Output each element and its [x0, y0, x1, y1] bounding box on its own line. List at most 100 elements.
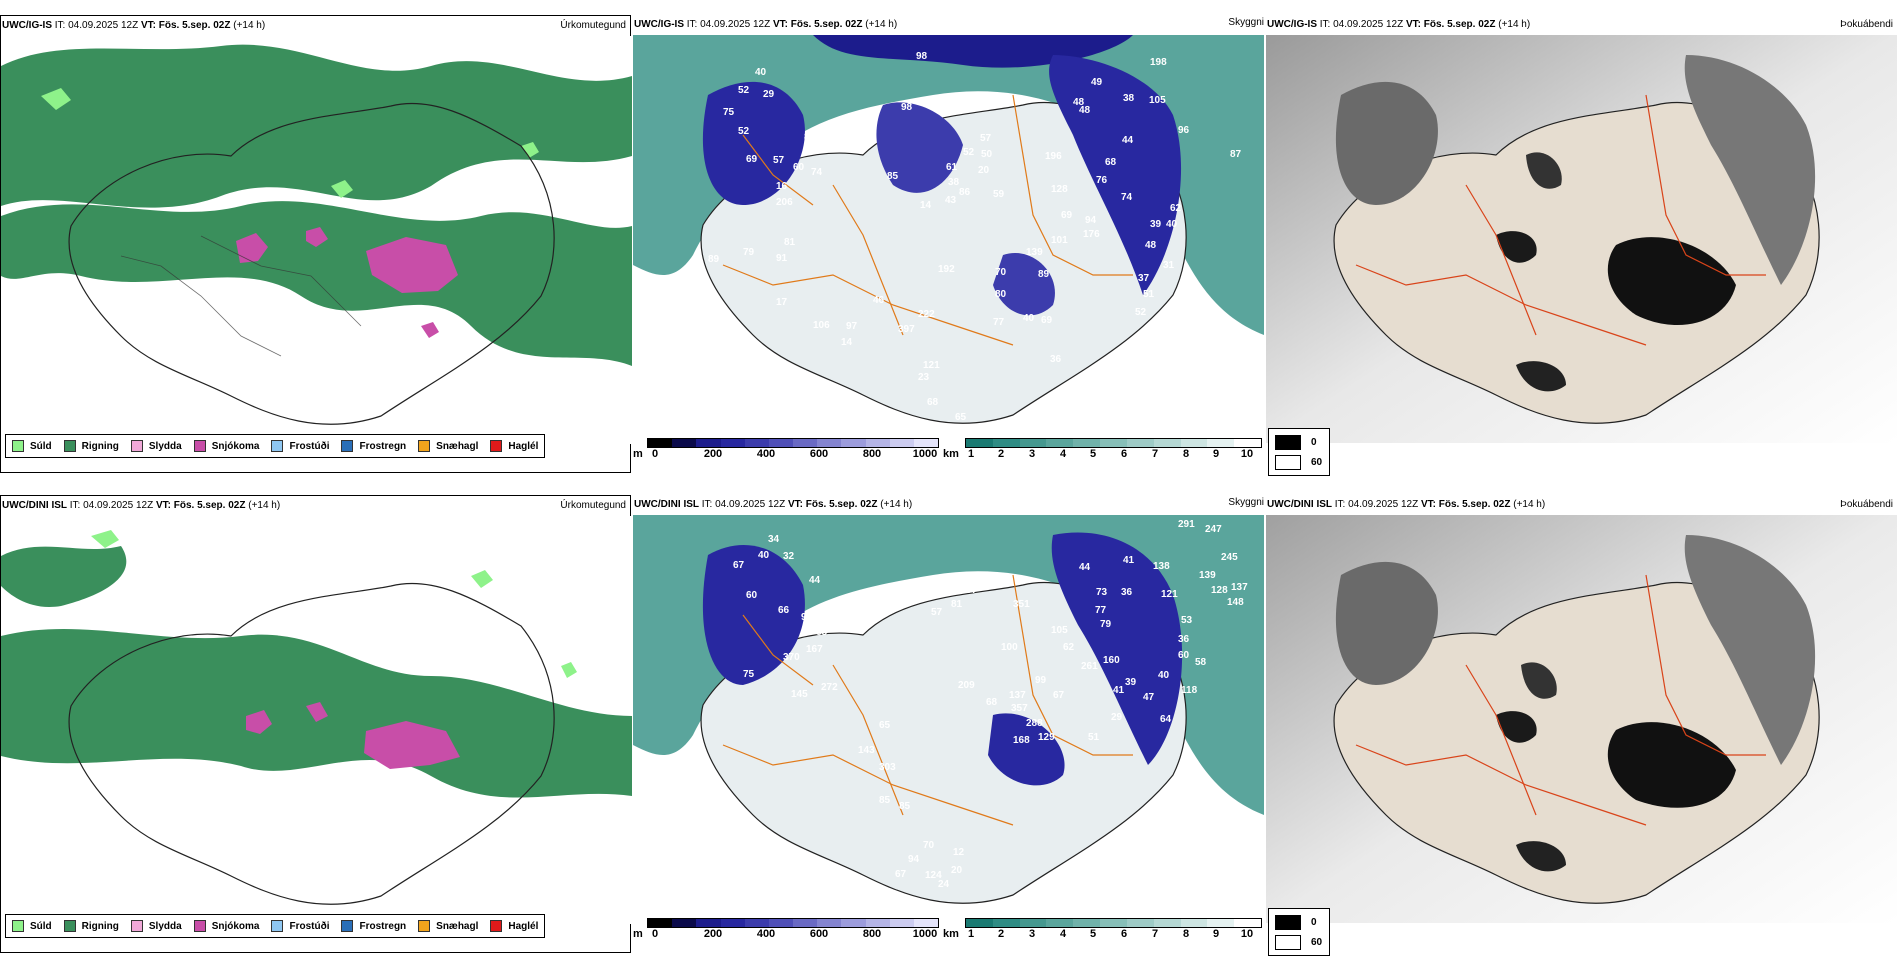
vis-color-step — [1153, 919, 1181, 927]
elev-label: 88 — [816, 627, 828, 638]
vt-label: VT: — [155, 500, 171, 511]
lead-time: (+14 h) — [1513, 499, 1546, 510]
elev-label: 105 — [1149, 95, 1166, 106]
elev-label: 94 — [908, 854, 920, 865]
fog-legend-item: 0 — [1275, 915, 1317, 930]
elev-label: 68 — [986, 697, 998, 708]
elev-label: 20 — [978, 165, 990, 176]
vis-tick: 4 — [1059, 448, 1067, 460]
fog-swatch — [1275, 435, 1301, 450]
elev-label: 167 — [806, 644, 823, 655]
elev-label: 69 — [1061, 210, 1073, 221]
vis-color-step — [1153, 439, 1181, 447]
legend-label: Rigning — [81, 920, 119, 932]
legend-item: Snæhagl — [418, 440, 478, 452]
elev-color-step — [817, 439, 842, 447]
vt-label: VT: — [140, 20, 156, 31]
elev-label: 89 — [1038, 269, 1050, 280]
elev-label: 85 — [887, 171, 899, 182]
elev-label: 52 — [1135, 307, 1147, 318]
precip-legend: Súld Rigning Slydda Snjókoma Frostúði Fr… — [5, 914, 546, 938]
legend-label: Frostúði — [289, 920, 330, 932]
vt-value: Fös. 5.sep. 02Z — [1423, 19, 1496, 30]
vis-unit: km — [943, 928, 959, 940]
legend-label: Frostregn — [359, 440, 407, 452]
vis-tick: 3 — [1028, 448, 1036, 460]
legend-item: Frostúði — [271, 920, 329, 932]
legend-item: Frostregn — [341, 920, 406, 932]
visibility-colorbar: km 1 2 3 4 5 6 7 8 9 10 — [943, 918, 1263, 944]
elev-label: 121 — [1161, 589, 1178, 600]
legend-item: Snjókoma — [193, 440, 259, 452]
vis-tick: 1 — [967, 448, 975, 460]
elev-label: 51 — [1088, 732, 1100, 743]
panel-title: Skyggni — [1228, 497, 1264, 508]
elev-label: 24 — [938, 879, 950, 890]
elev-label: 51 — [1143, 289, 1155, 300]
elev-label: 247 — [1205, 524, 1222, 535]
elev-color-step — [793, 919, 818, 927]
elev-label: 77 — [993, 317, 1005, 328]
lead-time: (+14 h) — [248, 500, 281, 511]
elev-tick: 800 — [862, 448, 882, 460]
elev-color-step — [648, 919, 673, 927]
elev-label: 91 — [776, 253, 788, 264]
elev-color-step — [672, 439, 697, 447]
swatch-frostregn — [341, 920, 354, 932]
vis-tick: 8 — [1182, 448, 1190, 460]
elev-label: 261 — [1081, 661, 1098, 672]
legend-label: Frostúði — [289, 440, 330, 452]
elev-label: 192 — [938, 264, 955, 275]
panel-header: UWC/IG-IS IT: 04.09.2025 12Z VT: Fös. 5.… — [2, 20, 265, 31]
elev-label: 67 — [1053, 690, 1065, 701]
elev-tick: 1000 — [912, 928, 938, 940]
vis-color-step — [1019, 919, 1047, 927]
elev-label: 118 — [1181, 685, 1198, 696]
legend-item: Súld — [12, 920, 52, 932]
elev-label: 17 — [776, 297, 788, 308]
fog-legend-label: 0 — [1311, 917, 1317, 928]
elev-label: 40 — [1158, 670, 1170, 681]
vt-value: Fös. 5.sep. 02Z — [173, 500, 246, 511]
it-value: 04.09.2025 12Z — [83, 500, 154, 511]
elev-tick: 400 — [756, 928, 776, 940]
elev-label: 168 — [1013, 735, 1030, 746]
elev-label: 70 — [923, 840, 935, 851]
elev-color-step — [768, 439, 794, 447]
elev-label: 65 — [955, 412, 967, 423]
elev-label: 23 — [918, 372, 930, 383]
model-name: UWC/DINI ISL — [1267, 499, 1332, 510]
elev-label: 121 — [923, 360, 940, 371]
elev-label: 49 — [1091, 77, 1103, 88]
elev-label: 20 — [951, 865, 963, 876]
vis-unit: km — [943, 448, 959, 460]
legend-label: Súld — [30, 920, 52, 932]
legend-item: Snjókoma — [193, 920, 259, 932]
elev-label: 85 — [899, 801, 911, 812]
elev-label: 198 — [1150, 57, 1167, 68]
vis-tick: 7 — [1151, 928, 1159, 940]
swatch-rigning — [63, 920, 76, 932]
elev-label: 303 — [879, 762, 896, 773]
vis-tick: 3 — [1028, 928, 1036, 940]
vis-color-step — [1126, 919, 1154, 927]
vis-tick: 1 — [967, 928, 975, 940]
it-value: 04.09.2025 12Z — [1333, 19, 1404, 30]
elev-label: 99 — [1035, 675, 1047, 686]
elev-color-step — [744, 439, 769, 447]
elev-label: 62 — [1063, 642, 1075, 653]
elev-tick: 800 — [862, 928, 882, 940]
elev-label: 176 — [1083, 229, 1100, 240]
swatch-frostregn — [341, 440, 354, 452]
elev-label: 100 — [1001, 642, 1018, 653]
it-label: IT: — [686, 19, 698, 30]
legend-item: Súld — [12, 440, 52, 452]
elev-label: 97 — [846, 321, 858, 332]
vis-tick: 4 — [1059, 928, 1067, 940]
elev-label: 139 — [1199, 570, 1216, 581]
elevation-colorbar: m 0 200 400 600 800 1000 — [633, 438, 943, 464]
elev-label: 64 — [1160, 714, 1172, 725]
elev-label: 57 — [931, 607, 943, 618]
vis-tick: 2 — [997, 928, 1005, 940]
it-label: IT: — [701, 499, 713, 510]
